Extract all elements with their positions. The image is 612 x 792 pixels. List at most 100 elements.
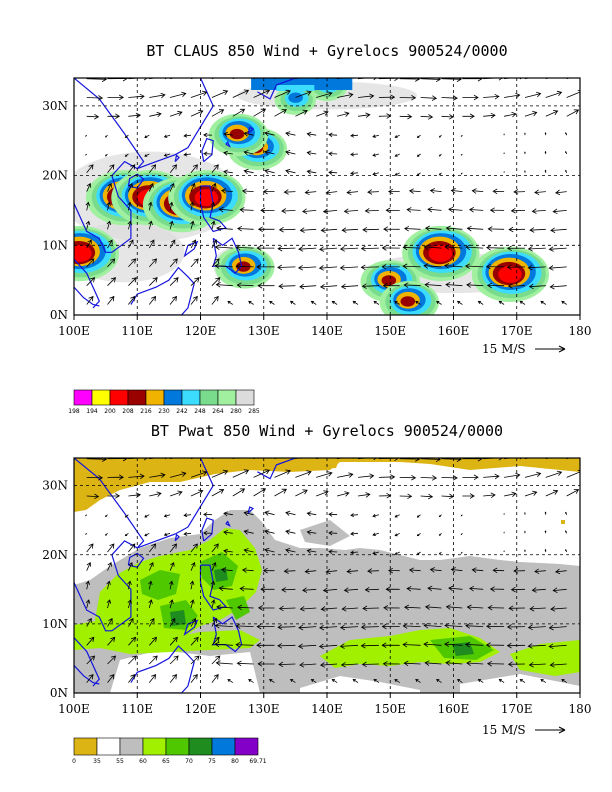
wind-vector xyxy=(372,153,380,157)
wind-vector xyxy=(107,258,116,268)
wind-vector xyxy=(86,673,94,683)
wind-vector xyxy=(239,586,254,592)
wind-vector xyxy=(295,109,308,117)
wind-vector xyxy=(471,188,484,194)
wind-vector xyxy=(297,643,317,649)
wind-vector xyxy=(295,489,308,497)
wind-vector xyxy=(253,469,271,478)
wind-vector xyxy=(190,655,200,665)
x-tick-label: 110E xyxy=(121,324,153,338)
x-tick-label: 180 xyxy=(569,702,592,716)
wind-vector xyxy=(445,282,463,288)
wind-vector xyxy=(278,283,296,289)
wind-vector xyxy=(253,108,267,117)
wind-vector xyxy=(548,624,567,631)
wind-vector xyxy=(339,624,359,631)
wind-vector xyxy=(524,91,542,98)
wind-vector xyxy=(169,164,177,174)
wind-vector xyxy=(107,295,115,305)
wind-vector xyxy=(438,551,442,555)
x-tick-label: 130E xyxy=(248,324,280,338)
wind-vector xyxy=(540,300,547,305)
wind-vector xyxy=(128,655,137,665)
wind-vector xyxy=(289,300,296,305)
wind-vector xyxy=(492,567,505,574)
wind-vector xyxy=(214,263,233,269)
wind-vector xyxy=(424,282,442,288)
wind-vector xyxy=(508,605,526,611)
wind-vector xyxy=(508,226,526,233)
wind-vector xyxy=(190,636,199,646)
x-tick-label: 120E xyxy=(185,702,217,716)
wind-vector xyxy=(403,282,421,288)
wind-vector xyxy=(367,568,379,574)
wind-vector xyxy=(402,244,421,251)
wind-vector xyxy=(328,170,338,175)
wind-vector xyxy=(550,606,567,612)
wind-vector xyxy=(128,258,137,268)
wind-vector xyxy=(367,189,379,195)
wind-vector xyxy=(485,642,505,648)
wind-vector xyxy=(357,93,375,100)
wind-vector xyxy=(441,475,458,481)
wind-vector xyxy=(441,114,454,120)
wind-vector xyxy=(235,263,254,270)
wind-vector xyxy=(148,599,153,609)
wind-vector xyxy=(372,172,380,176)
wind-vector xyxy=(128,277,137,286)
wind-vector xyxy=(211,469,229,478)
wind-vector xyxy=(513,189,526,195)
colorbar-label: 35 xyxy=(93,758,101,765)
wind-vector xyxy=(408,188,421,194)
wind-vector xyxy=(128,93,145,100)
wind-vector xyxy=(148,543,157,553)
colorbar-label: 65 xyxy=(162,758,170,765)
wind-vector xyxy=(319,662,338,668)
colorbar-label: 198 xyxy=(68,408,80,415)
wind-vector xyxy=(357,492,371,498)
wind-vector xyxy=(297,265,317,271)
wind-vector xyxy=(214,244,233,250)
wind-vector xyxy=(148,182,154,192)
coastline xyxy=(199,185,227,233)
x-tick-label: 180 xyxy=(569,324,592,338)
wind-vector xyxy=(169,636,178,646)
wind-vector xyxy=(444,244,463,250)
wind-vector xyxy=(269,678,275,683)
cloud-feature xyxy=(381,275,397,286)
wind-vector xyxy=(441,78,462,82)
colorbar-swatch xyxy=(211,737,236,756)
wind-vector xyxy=(169,580,174,590)
wind-vector xyxy=(404,604,421,611)
wind-vector xyxy=(216,225,233,232)
wind-vector xyxy=(237,225,254,232)
wind-vector xyxy=(483,492,496,499)
colorbar-label: 80 xyxy=(231,758,239,765)
wind-vector xyxy=(190,561,196,571)
wind-vector xyxy=(86,182,92,192)
cloud-feature xyxy=(400,296,416,307)
wind-vector xyxy=(107,493,121,499)
wind-vector xyxy=(253,89,271,98)
wind-vector xyxy=(148,295,157,305)
wind-vector xyxy=(486,282,505,289)
x-tick-label: 100E xyxy=(58,324,90,338)
wind-vector xyxy=(402,623,421,629)
wind-vector xyxy=(183,133,192,138)
wind-vector xyxy=(352,678,359,683)
wind-vector xyxy=(169,182,175,192)
wind-vector xyxy=(86,458,107,462)
wind-vector xyxy=(360,245,379,252)
x-tick-label: 110E xyxy=(121,702,153,716)
wind-vector xyxy=(545,90,563,98)
wind-vector xyxy=(519,678,526,683)
coastline xyxy=(225,520,231,528)
coastline xyxy=(247,126,255,135)
wind-vector xyxy=(235,642,254,648)
wind-vector xyxy=(362,226,379,233)
wind-vector xyxy=(86,258,95,268)
x-tick-label: 170E xyxy=(501,702,533,716)
wind-vector xyxy=(462,113,475,120)
wind-vector xyxy=(552,208,567,215)
